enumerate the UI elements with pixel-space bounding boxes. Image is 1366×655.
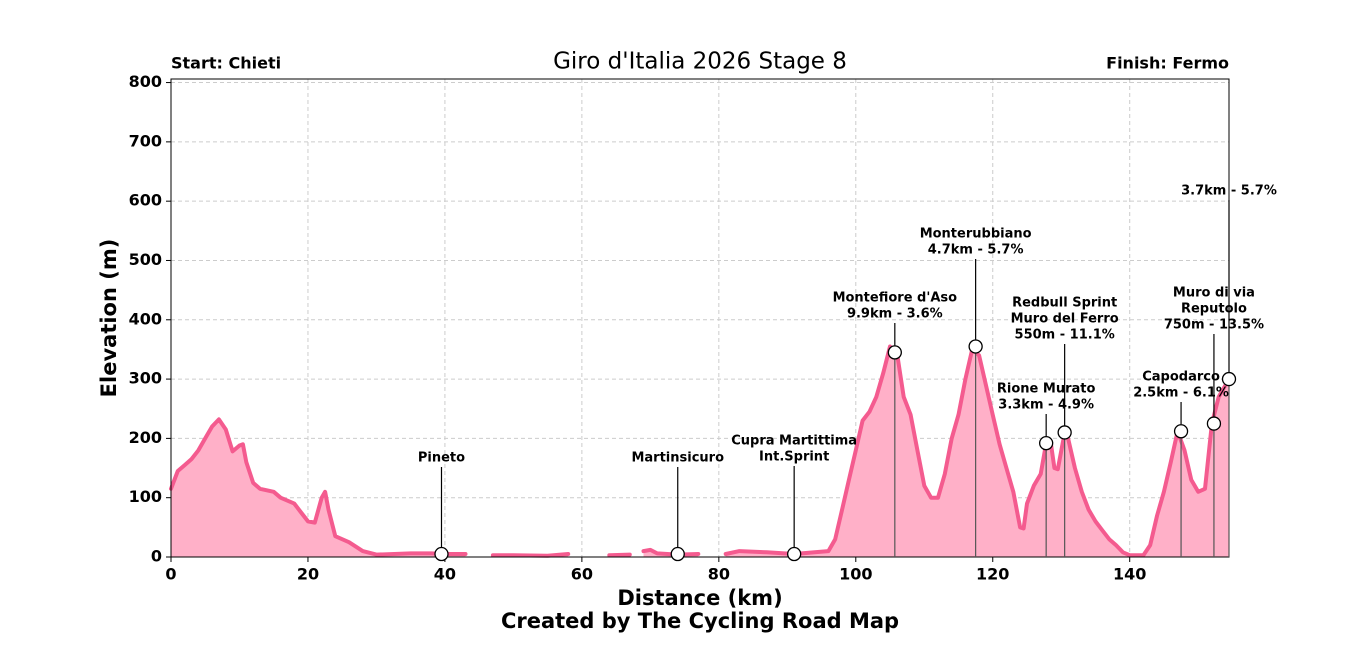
annotation-label: Pineto bbox=[418, 451, 465, 466]
annotation-marker bbox=[887, 345, 902, 360]
annotation-marker bbox=[1057, 425, 1072, 440]
x-tick-label: 120 bbox=[976, 565, 1009, 584]
y-tick-label: 0 bbox=[151, 547, 162, 566]
annotation-label: Redbull Sprint bbox=[1012, 296, 1117, 311]
annotation-label: Muro del Ferro bbox=[1011, 312, 1119, 327]
x-tick-label: 140 bbox=[1113, 565, 1146, 584]
chart-title: Giro d'Italia 2026 Stage 8 bbox=[553, 49, 847, 75]
y-tick-label: 400 bbox=[129, 309, 162, 328]
annotation-label: Martinsicuro bbox=[631, 451, 724, 466]
annotation-label: Capodarco bbox=[1142, 370, 1220, 385]
annotation-label: 750m - 13.5% bbox=[1164, 318, 1264, 333]
y-tick-label: 600 bbox=[129, 191, 162, 210]
start-label: Start: Chieti bbox=[171, 54, 281, 73]
annotation-marker bbox=[1206, 416, 1222, 431]
elevation-area bbox=[171, 346, 1229, 557]
y-tick-label: 200 bbox=[129, 428, 162, 447]
x-tick-label: 40 bbox=[434, 565, 456, 584]
y-axis-label: Elevation (m) bbox=[97, 239, 121, 398]
x-tick-label: 100 bbox=[839, 565, 872, 584]
annotation-label: Muro di via bbox=[1173, 286, 1255, 301]
annotation-marker bbox=[968, 339, 983, 354]
annotation-marker bbox=[1173, 424, 1189, 439]
annotation-label: Cupra Martittima bbox=[731, 434, 857, 449]
annotation-marker bbox=[434, 546, 449, 562]
x-tick-label: 80 bbox=[708, 565, 730, 584]
x-tick-label: 0 bbox=[165, 565, 176, 584]
annotation-label: 2.5km - 6.1% bbox=[1133, 386, 1229, 401]
x-tick-label: 60 bbox=[571, 565, 593, 584]
annotation-marker bbox=[787, 546, 802, 562]
annotation-label: 3.7km - 5.7% bbox=[1181, 184, 1277, 199]
annotation-label: Monterubbiano bbox=[920, 227, 1032, 242]
x-tick-label: 20 bbox=[297, 565, 319, 584]
y-tick-label: 500 bbox=[129, 250, 162, 269]
annotation-marker bbox=[1039, 435, 1054, 451]
annotation-label: 3.3km - 4.9% bbox=[998, 398, 1094, 413]
x-axis-label: Distance (km) bbox=[617, 586, 782, 610]
y-tick-label: 700 bbox=[129, 131, 162, 150]
y-tick-label: 800 bbox=[129, 72, 162, 91]
annotation-marker bbox=[670, 546, 685, 562]
elevation-line bbox=[169, 344, 1231, 558]
annotation-label: 9.9km - 3.6% bbox=[847, 307, 943, 322]
annotation-label: Rione Murato bbox=[997, 382, 1096, 397]
annotation-label: 4.7km - 5.7% bbox=[928, 243, 1024, 258]
finish-label: Finish: Fermo bbox=[1106, 54, 1229, 73]
annotation-label: Montefiore d'Aso bbox=[833, 291, 958, 306]
annotation-label: Reputolo bbox=[1181, 302, 1247, 317]
annotation-label: 550m - 11.1% bbox=[1015, 328, 1115, 343]
y-tick-label: 300 bbox=[129, 369, 162, 388]
annotation-label: Int.Sprint bbox=[759, 450, 829, 465]
credit: Created by The Cycling Road Map bbox=[501, 609, 899, 633]
y-tick-label: 100 bbox=[129, 487, 162, 506]
annotation-marker bbox=[1221, 371, 1237, 387]
